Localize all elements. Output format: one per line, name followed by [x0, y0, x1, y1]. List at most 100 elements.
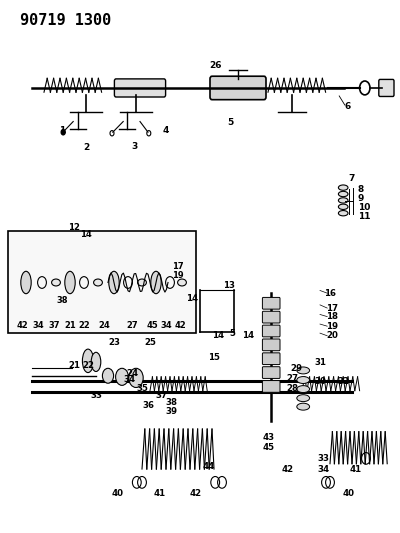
Text: 17: 17 — [326, 304, 338, 312]
Text: 24: 24 — [126, 369, 138, 377]
Text: 14: 14 — [212, 332, 224, 340]
Text: 32: 32 — [337, 377, 349, 385]
Text: 6: 6 — [345, 102, 351, 111]
Text: 34: 34 — [317, 465, 329, 473]
Text: 41: 41 — [153, 489, 165, 497]
Text: 41: 41 — [349, 465, 361, 473]
Text: 30: 30 — [314, 377, 326, 385]
Ellipse shape — [116, 368, 128, 385]
Ellipse shape — [138, 279, 146, 286]
Text: 20: 20 — [326, 332, 338, 340]
Text: 14: 14 — [186, 294, 198, 303]
Text: 27: 27 — [126, 321, 138, 329]
FancyBboxPatch shape — [210, 76, 266, 100]
Ellipse shape — [52, 279, 60, 286]
Text: 21: 21 — [68, 361, 80, 369]
FancyBboxPatch shape — [262, 339, 280, 351]
Ellipse shape — [297, 394, 310, 402]
Text: 12: 12 — [68, 223, 80, 231]
Text: 33: 33 — [90, 391, 102, 400]
Text: 33: 33 — [317, 454, 329, 463]
Text: 40: 40 — [112, 489, 124, 497]
Text: 5: 5 — [229, 329, 235, 337]
Text: 24: 24 — [98, 321, 110, 329]
Text: 14: 14 — [242, 332, 254, 340]
Text: 37: 37 — [156, 391, 168, 400]
Text: 42: 42 — [281, 465, 293, 473]
Text: 27: 27 — [286, 374, 298, 383]
Text: 10: 10 — [358, 204, 370, 212]
Ellipse shape — [297, 386, 310, 392]
Text: 21: 21 — [64, 321, 76, 329]
FancyBboxPatch shape — [262, 311, 280, 323]
FancyBboxPatch shape — [262, 297, 280, 309]
Text: 38: 38 — [165, 398, 177, 407]
FancyBboxPatch shape — [262, 353, 280, 365]
Text: 39: 39 — [165, 407, 177, 416]
Bar — [8, 231, 196, 333]
Text: 16: 16 — [324, 289, 336, 297]
Text: 5: 5 — [227, 118, 233, 127]
Ellipse shape — [91, 352, 101, 372]
Text: 35: 35 — [136, 384, 148, 392]
Text: 26: 26 — [210, 61, 222, 69]
Text: 2: 2 — [83, 143, 89, 151]
FancyBboxPatch shape — [262, 325, 280, 337]
Text: 15: 15 — [208, 353, 220, 361]
Text: 25: 25 — [144, 338, 156, 347]
Text: 8: 8 — [358, 185, 364, 193]
Text: 28: 28 — [286, 384, 298, 392]
Text: 45: 45 — [263, 443, 275, 452]
Ellipse shape — [109, 271, 119, 294]
Text: 23: 23 — [108, 338, 120, 346]
Text: 29: 29 — [290, 365, 302, 373]
Ellipse shape — [102, 368, 114, 383]
Text: 1: 1 — [59, 126, 65, 135]
Ellipse shape — [94, 279, 102, 286]
Text: 11: 11 — [358, 213, 370, 221]
Text: 34: 34 — [32, 321, 44, 329]
Ellipse shape — [338, 204, 348, 209]
Text: 34: 34 — [124, 375, 136, 384]
Text: 38: 38 — [56, 296, 68, 304]
Text: 3: 3 — [131, 142, 137, 151]
Ellipse shape — [21, 271, 31, 294]
Text: 31: 31 — [314, 358, 326, 367]
Text: 45: 45 — [146, 321, 158, 329]
Text: 43: 43 — [263, 433, 275, 441]
Text: 42: 42 — [16, 321, 28, 329]
Text: 42: 42 — [174, 321, 186, 329]
Text: 22: 22 — [82, 361, 94, 369]
Text: 40: 40 — [343, 489, 355, 497]
Text: 34: 34 — [160, 321, 172, 329]
Ellipse shape — [338, 191, 348, 197]
Circle shape — [61, 130, 65, 135]
Text: 4: 4 — [163, 126, 169, 134]
FancyBboxPatch shape — [114, 79, 166, 97]
Text: 13: 13 — [223, 281, 235, 289]
Ellipse shape — [297, 403, 310, 410]
Ellipse shape — [178, 279, 186, 286]
Ellipse shape — [338, 198, 348, 203]
Ellipse shape — [82, 349, 94, 373]
Ellipse shape — [338, 211, 348, 216]
FancyBboxPatch shape — [262, 367, 280, 378]
Text: 19: 19 — [326, 322, 338, 330]
Ellipse shape — [151, 271, 161, 294]
Text: 7: 7 — [348, 174, 354, 183]
Text: 44: 44 — [203, 462, 215, 471]
Ellipse shape — [297, 367, 310, 374]
Ellipse shape — [297, 376, 310, 384]
FancyBboxPatch shape — [262, 381, 280, 392]
Ellipse shape — [65, 271, 75, 294]
Text: 18: 18 — [326, 312, 338, 321]
Text: 9: 9 — [358, 195, 364, 203]
Ellipse shape — [129, 368, 143, 387]
Text: 19: 19 — [172, 271, 184, 280]
Text: 36: 36 — [142, 401, 154, 409]
FancyBboxPatch shape — [379, 79, 394, 96]
Text: 37: 37 — [48, 321, 60, 329]
Text: 42: 42 — [189, 489, 201, 497]
Text: 22: 22 — [78, 321, 90, 329]
Text: 90719 1300: 90719 1300 — [20, 13, 111, 28]
